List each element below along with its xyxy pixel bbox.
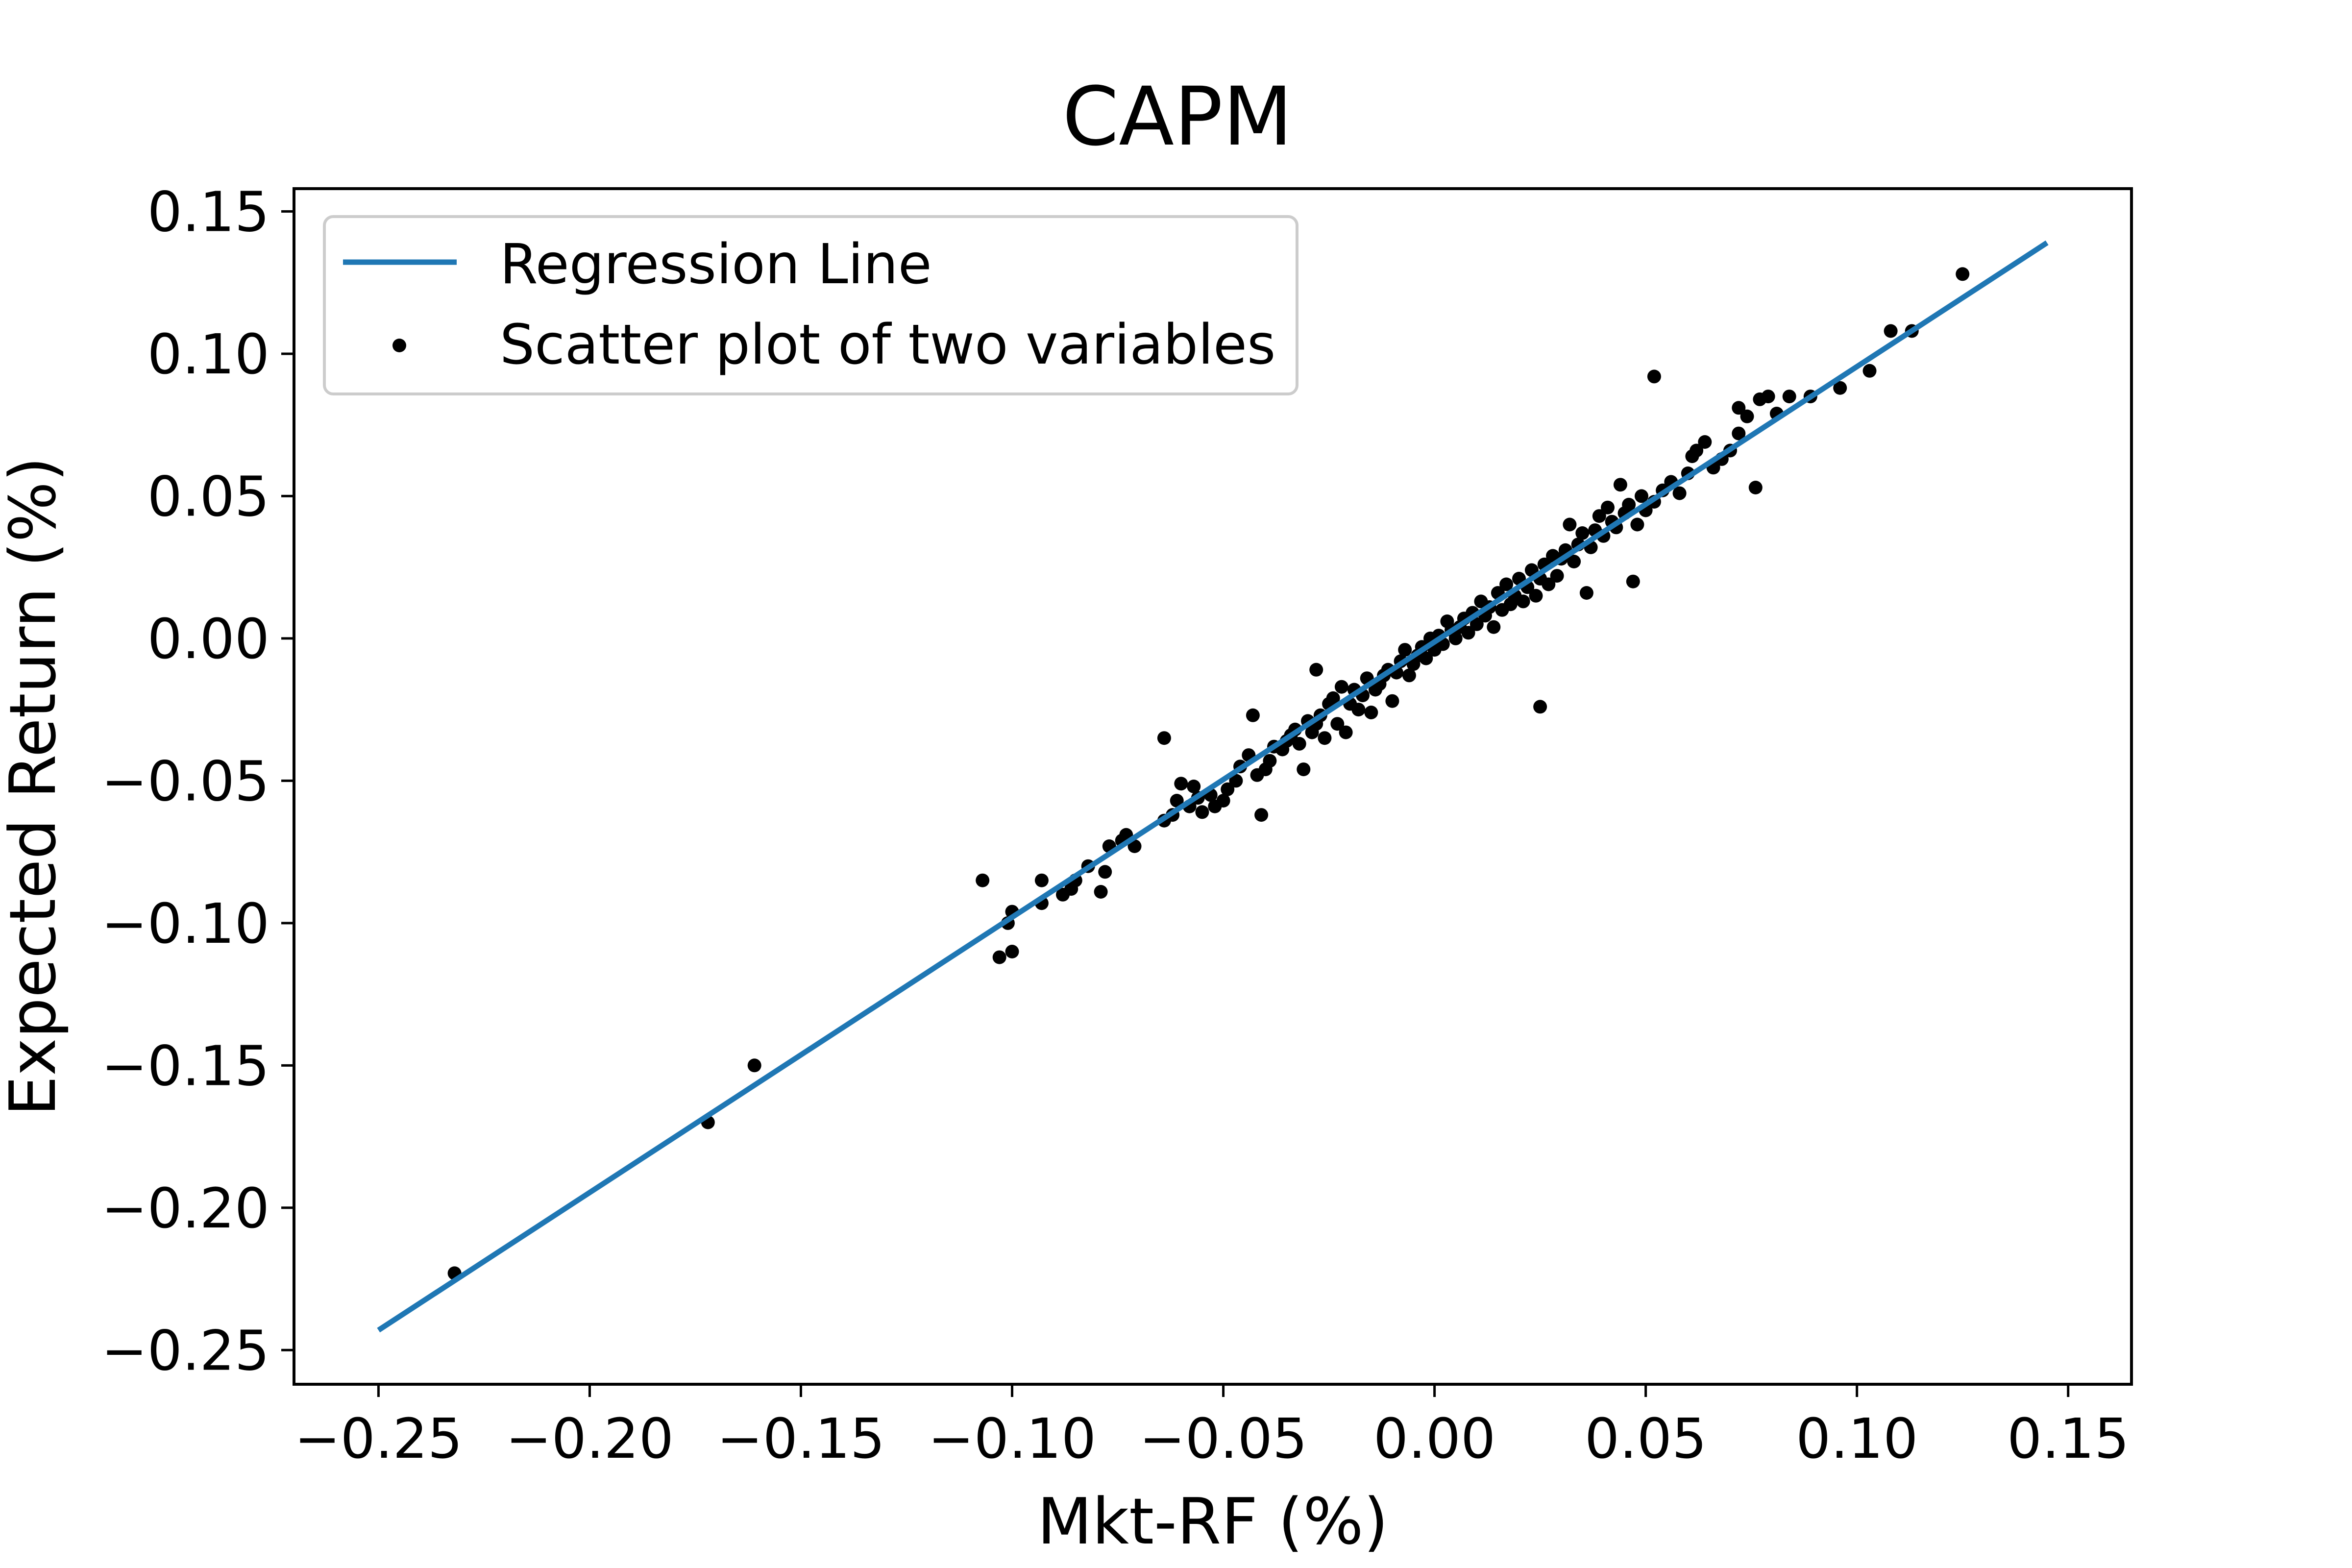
scatter-point <box>1364 706 1378 719</box>
x-axis-label: Mkt-RF (%) <box>1037 1484 1389 1559</box>
scatter-point <box>1005 945 1019 958</box>
regression-line-layer <box>377 240 2049 1333</box>
y-tick-label: −0.10 <box>101 892 270 956</box>
scatter-point <box>1309 662 1323 677</box>
scatter-point <box>1292 736 1306 751</box>
y-tick-label: 0.00 <box>147 608 270 671</box>
scatter-point <box>1157 731 1171 745</box>
scatter-point <box>1246 708 1260 722</box>
scatter-point <box>1533 700 1547 714</box>
scatter-point <box>1542 577 1556 591</box>
legend-scatter-label: Scatter plot of two variables <box>500 313 1275 377</box>
scatter-point <box>1635 489 1648 503</box>
x-tick-label: 0.10 <box>1796 1407 1918 1471</box>
x-tick-label: −0.05 <box>1139 1407 1307 1471</box>
scatter-point <box>976 873 990 887</box>
scatter-point <box>1592 509 1606 523</box>
y-tick-label: −0.05 <box>101 750 270 813</box>
scatter-point <box>1529 588 1543 603</box>
scatter-point <box>992 950 1006 964</box>
scatter-point <box>1782 390 1796 404</box>
scatter-point <box>1622 497 1636 512</box>
scatter-point <box>1448 631 1463 645</box>
scatter-point <box>1221 782 1235 796</box>
legend-line-label: Regression Line <box>500 233 932 296</box>
x-tick-label: −0.20 <box>506 1407 674 1471</box>
scatter-point <box>1563 517 1577 532</box>
scatter-point <box>1550 569 1564 583</box>
scatter-point <box>1174 777 1188 791</box>
scatter-point <box>1732 426 1746 441</box>
scatter-point <box>1195 805 1209 819</box>
chart-title: CAPM <box>1062 70 1293 164</box>
scatter-point <box>1334 680 1348 694</box>
plot-frame <box>293 187 2133 1386</box>
scatter-point <box>1732 401 1746 415</box>
legend-box <box>323 215 1298 395</box>
scatter-point <box>1419 651 1433 665</box>
x-tick-label: −0.10 <box>928 1407 1096 1471</box>
scatter-point <box>1330 717 1345 731</box>
scatter-point <box>1094 885 1108 899</box>
x-tick-label: −0.25 <box>294 1407 463 1471</box>
scatter-point <box>1884 324 1898 338</box>
y-tick-label: 0.05 <box>147 465 270 529</box>
scatter-point <box>1216 794 1230 808</box>
scatter-point <box>1487 620 1501 634</box>
scatter-point <box>1698 435 1712 449</box>
scatter-point <box>1339 725 1353 739</box>
scatter-point <box>1470 617 1484 631</box>
y-tick-label: −0.20 <box>101 1177 270 1241</box>
scatter-point <box>1690 443 1704 458</box>
y-tick-label: −0.25 <box>101 1319 270 1383</box>
scatter-point <box>1740 409 1754 423</box>
regression-line <box>377 240 2049 1333</box>
scatter-point <box>1402 668 1416 683</box>
y-tick-label: −0.15 <box>101 1034 270 1098</box>
scatter-point <box>1516 594 1530 609</box>
x-tick-label: 0.05 <box>1585 1407 1707 1471</box>
x-tick-label: 0.15 <box>2007 1407 2129 1471</box>
scatter-point <box>1499 577 1514 591</box>
scatter-point <box>1318 731 1332 745</box>
scatter-point <box>1254 808 1269 822</box>
x-tick-label: 0.00 <box>1373 1407 1495 1471</box>
scatter-point <box>1034 873 1049 887</box>
scatter-point <box>1461 626 1475 640</box>
scatter-point <box>1613 478 1627 492</box>
x-axis: −0.25 −0.20 −0.15 −0.10 −0.05 0.00 0.05 0.10 0.1… <box>294 1384 2129 1471</box>
scatter-point <box>1862 364 1877 378</box>
y-tick-label: 0.10 <box>147 323 270 387</box>
scatter-point <box>1229 774 1243 788</box>
scatter-point <box>1398 643 1412 657</box>
scatter-point <box>1385 694 1399 708</box>
scatter-point <box>1761 390 1775 404</box>
scatter-point <box>1326 691 1340 705</box>
scatter-point <box>1579 586 1593 600</box>
scatter-point <box>747 1058 761 1073</box>
scatter-point <box>1351 703 1366 717</box>
scatter-point <box>1956 267 1970 281</box>
scatter-point <box>1833 381 1847 395</box>
scatter-point <box>1630 517 1644 532</box>
scatter-point <box>1263 754 1277 768</box>
scatter-point <box>1297 762 1311 777</box>
legend-point-swatch <box>392 339 406 352</box>
x-tick-label: −0.15 <box>717 1407 885 1471</box>
scatter-point <box>1601 500 1615 514</box>
scatter-point <box>1672 486 1687 500</box>
scatter-point <box>1748 481 1763 494</box>
scatter-point <box>1187 780 1201 793</box>
scatter-point <box>1098 865 1112 879</box>
y-axis-label: Expected Return (%) <box>0 457 70 1116</box>
scatter-point <box>1647 369 1661 384</box>
legend: Regression Line Scatter plot of two vari… <box>323 215 1298 395</box>
scatter-point <box>1567 555 1581 568</box>
y-tick-label: 0.15 <box>147 180 270 244</box>
scatter-point <box>1170 794 1184 808</box>
y-axis: −0.25 −0.20 −0.15 −0.10 −0.05 0.00 0.05 0.10 0.1… <box>101 180 294 1383</box>
scatter-point <box>1575 526 1590 540</box>
scatter-point <box>1626 574 1640 588</box>
